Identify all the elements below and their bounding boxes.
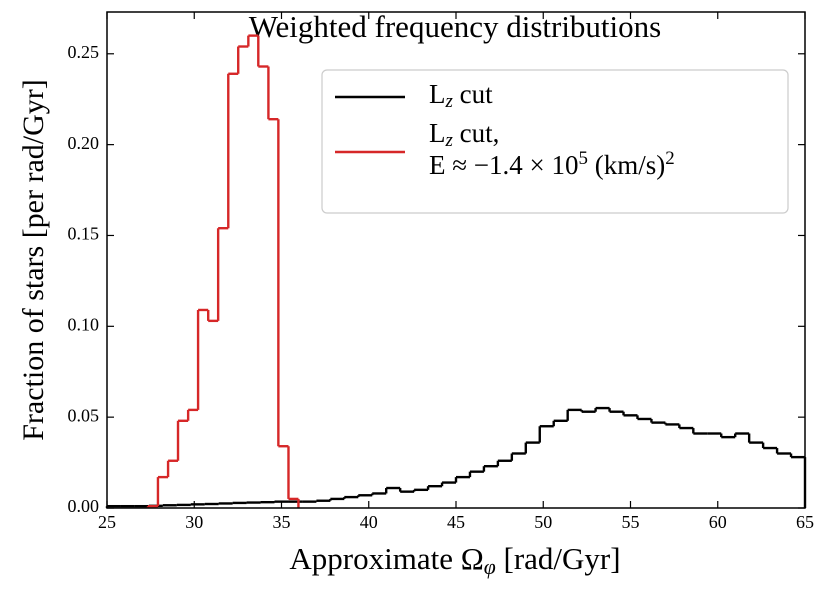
x-tick-label: 45 [447,512,465,532]
y-tick-label: 0.15 [68,224,100,244]
y-axis-label: Fraction of stars [per rad/Gyr] [17,79,50,441]
y-tick-label: 0.00 [68,496,100,516]
histogram-series [105,406,807,508]
y-tick-label: 0.10 [68,314,100,334]
x-tick-label: 60 [709,512,727,532]
y-tick-label: 0.05 [68,405,100,425]
x-tick-label: 50 [534,512,552,532]
x-tick-label: 25 [98,512,116,532]
legend-box [321,69,789,214]
x-tick-label: 40 [360,512,378,532]
y-tick-label: 0.25 [68,42,100,62]
x-axis-label: Approximate Ωφ [rad/Gyr] [289,541,620,578]
legend-label: Lz cut, E ≈ −1.4 × 105 (km/s)2 [429,118,675,180]
x-tick-label: 30 [185,512,203,532]
x-tick-label: 35 [273,512,291,532]
legend-label: Lz cut [429,79,493,112]
chart-title: Weighted frequency distributions [249,9,661,44]
x-tick-label: 65 [796,512,814,532]
histogram-series [146,34,300,508]
y-tick-label: 0.20 [68,133,100,153]
x-tick-label: 55 [622,512,640,532]
